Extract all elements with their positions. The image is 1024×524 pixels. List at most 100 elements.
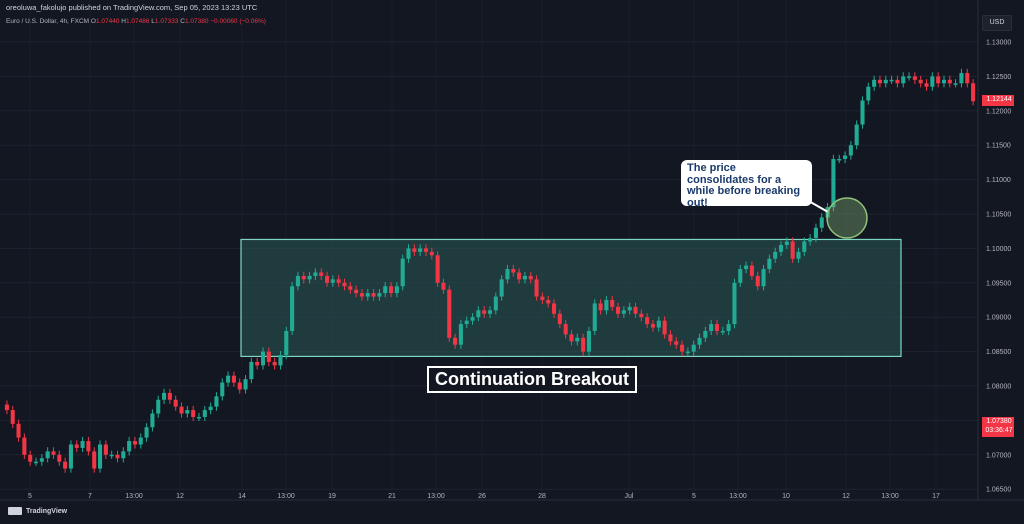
candle (86, 436, 91, 456)
candle (528, 271, 533, 284)
candle-body (365, 293, 370, 297)
candle (703, 326, 708, 342)
candle (22, 433, 27, 459)
candle-body (92, 451, 97, 469)
candle-body (924, 83, 929, 87)
candle-body (773, 251, 778, 259)
candle (260, 347, 266, 370)
candle (744, 261, 749, 274)
candle (965, 68, 970, 88)
candle (57, 450, 62, 466)
candle (487, 306, 493, 318)
candle (144, 423, 149, 442)
tradingview-footer[interactable]: TradingView (8, 507, 67, 515)
candle-body (412, 248, 417, 252)
candle-body (423, 248, 429, 252)
candle-body (191, 410, 196, 417)
candle (371, 288, 376, 301)
candle-body (121, 451, 126, 459)
candle (307, 271, 312, 284)
candle-body (703, 330, 708, 338)
candle (551, 299, 557, 318)
candle-body (307, 275, 312, 280)
candle (330, 275, 335, 287)
candle (569, 330, 574, 346)
y-tick-label: 1.10000 (986, 246, 1011, 253)
candle (546, 295, 551, 308)
candle-body (80, 441, 85, 448)
y-tick-label: 1.12000 (986, 108, 1011, 115)
candle-body (86, 441, 91, 452)
candle-body (575, 337, 580, 342)
candle (464, 316, 469, 329)
candle-body (33, 461, 39, 464)
y-tick-label: 1.06500 (986, 487, 1011, 494)
candle (662, 316, 667, 339)
candle-body (709, 324, 714, 331)
candle (726, 319, 731, 336)
y-tick-label: 1.08500 (986, 349, 1011, 356)
candle-body (103, 444, 108, 455)
candle-body (802, 241, 807, 252)
x-tick-label: 13:00 (277, 493, 295, 500)
candle-body (255, 361, 260, 366)
candle-body (877, 79, 883, 84)
candle-body (16, 423, 21, 438)
candle-body (511, 269, 516, 273)
candle-body (621, 310, 626, 314)
candle (51, 447, 56, 459)
candle (336, 275, 341, 287)
x-tick-label: 5 (692, 493, 696, 500)
candle-body (447, 289, 452, 338)
candle (278, 350, 283, 370)
candle (359, 288, 364, 301)
currency-button[interactable]: USD (982, 15, 1012, 31)
candle (406, 244, 411, 263)
candle-body (138, 437, 143, 445)
candle-body (767, 258, 772, 270)
candle-body (860, 100, 865, 125)
candle (691, 340, 696, 356)
candle-body (720, 330, 725, 333)
candle-body (406, 248, 411, 259)
candle-body (749, 265, 754, 276)
candle-body (476, 310, 481, 318)
candle (214, 392, 219, 411)
candle-body (965, 72, 970, 84)
candle-body (435, 255, 440, 283)
candle (802, 237, 807, 256)
candle (173, 395, 178, 411)
x-tick-label: 19 (328, 493, 336, 500)
candle (470, 313, 475, 325)
candle-body (63, 461, 68, 469)
candle-body (540, 296, 545, 300)
x-tick-label: 13:00 (729, 493, 747, 500)
candle-body (295, 275, 300, 287)
candle (162, 388, 167, 404)
candle-body (784, 241, 789, 245)
candle-body (808, 238, 813, 242)
candle (714, 319, 720, 336)
candle-body (790, 241, 795, 259)
candle-body (528, 275, 533, 280)
candle (167, 388, 172, 404)
candle-body (39, 458, 44, 462)
candle-body (959, 72, 964, 84)
candle-body (4, 404, 9, 411)
candle (633, 302, 638, 318)
candle (517, 268, 522, 284)
candle-body (557, 313, 562, 325)
candle (813, 223, 818, 243)
candle-body (656, 320, 661, 328)
candle (33, 457, 39, 466)
candle (866, 82, 871, 105)
candle (220, 378, 225, 401)
candle-body (714, 324, 720, 331)
candle (377, 288, 382, 301)
candle (16, 419, 21, 442)
candle-body (464, 320, 469, 325)
candle-body (633, 306, 638, 314)
candle-body (674, 341, 679, 345)
candle (930, 72, 935, 91)
